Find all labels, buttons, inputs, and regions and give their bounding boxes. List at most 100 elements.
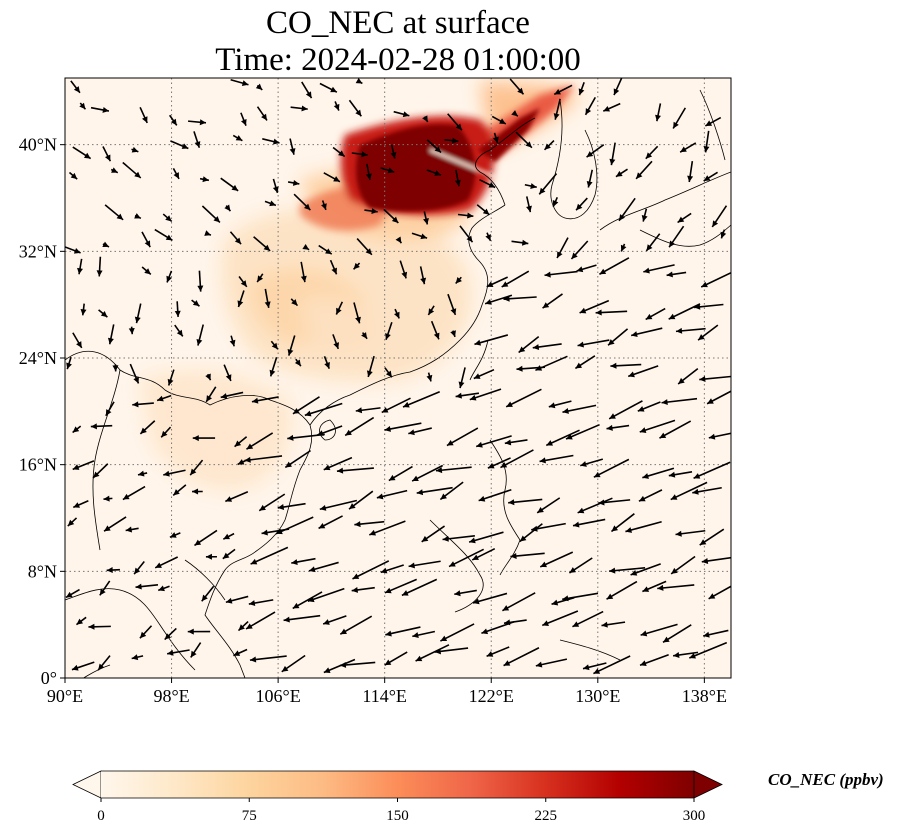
- wind-arrow: [704, 116, 722, 127]
- wind-arrow: [380, 167, 395, 174]
- wind-arrow: [253, 236, 271, 252]
- wind-arrow: [609, 142, 616, 166]
- wind-arrow: [411, 232, 428, 240]
- wind-arrow: [163, 469, 186, 477]
- wind-arrow: [447, 293, 457, 316]
- wind-arrow: [160, 426, 172, 438]
- wind-arrow: [106, 567, 120, 574]
- wind-arrow: [697, 324, 719, 341]
- wind-arrow: [579, 299, 610, 314]
- wind-arrow: [491, 115, 507, 125]
- wind-arrow: [187, 628, 211, 635]
- wind-arrow: [238, 276, 248, 288]
- wind-arrow: [471, 547, 496, 561]
- wind-arrow: [423, 211, 429, 225]
- wind-arrow: [474, 334, 509, 346]
- wind-arrow: [553, 84, 573, 96]
- wind-arrow: [478, 488, 512, 502]
- wind-arrow: [486, 276, 508, 288]
- wind-arrow: [416, 486, 453, 496]
- wind-arrow: [188, 119, 207, 126]
- wind-arrow: [602, 102, 621, 112]
- wind-arrow: [193, 131, 201, 149]
- wind-arrow: [606, 580, 638, 600]
- wind-arrow: [174, 324, 184, 337]
- wind-arrow: [190, 642, 202, 658]
- wind-arrow: [164, 627, 177, 641]
- wind-arrow: [485, 232, 492, 242]
- wind-arrow: [675, 529, 706, 537]
- wind-arrow: [446, 427, 479, 447]
- wind-arrow: [139, 625, 153, 639]
- wind-arrow: [493, 132, 499, 144]
- wind-arrow: [192, 435, 216, 442]
- wind-arrow: [388, 465, 413, 482]
- wind-arrow: [675, 327, 706, 334]
- wind-arrow: [574, 355, 596, 370]
- wind-arrow: [224, 204, 232, 212]
- wind-arrow: [609, 567, 646, 574]
- wind-arrow: [323, 172, 341, 183]
- map-frame: [64, 77, 732, 679]
- wind-arrow: [333, 101, 340, 111]
- wind-arrow: [225, 490, 249, 503]
- wind-arrow: [205, 553, 217, 560]
- wind-arrow: [454, 589, 477, 597]
- wind-arrow: [201, 205, 221, 224]
- wind-arrow: [290, 105, 308, 112]
- wind-arrow: [570, 240, 589, 260]
- lon-tick-label: 98°E: [153, 686, 189, 706]
- wind-arrow: [645, 145, 659, 160]
- wind-arrow: [593, 655, 631, 675]
- wind-arrow: [169, 532, 181, 539]
- wind-arrow: [139, 420, 156, 435]
- wind-arrow: [381, 397, 411, 414]
- wind-arrow: [354, 520, 385, 528]
- lat-axis: 0° 8°N 16°N 24°N 32°N 40°N: [19, 135, 65, 688]
- wind-arrow: [281, 654, 306, 673]
- wind-arrow: [435, 466, 472, 474]
- wind-arrow: [503, 295, 537, 302]
- wind-arrow: [166, 270, 173, 283]
- wind-arrow: [139, 107, 148, 124]
- wind-arrow: [419, 266, 427, 285]
- wind-arrow: [272, 178, 279, 194]
- wind-arrow: [525, 196, 532, 213]
- wind-arrow: [205, 373, 212, 381]
- wind-arrow: [287, 179, 300, 186]
- wind-arrow: [457, 212, 474, 219]
- wind-arrow: [356, 238, 373, 256]
- lon-tick-label: 138°E: [682, 686, 727, 706]
- wind-arrow: [225, 595, 249, 604]
- wind-arrow: [222, 548, 236, 560]
- wind-vectors: [65, 78, 731, 675]
- wind-arrow: [551, 596, 575, 606]
- wind-arrow: [421, 525, 445, 543]
- colorbar-tick-label: 75: [242, 808, 257, 824]
- map-gridlines: [65, 78, 731, 678]
- wind-arrow: [66, 356, 72, 370]
- wind-arrow: [304, 402, 343, 417]
- wind-arrow: [552, 196, 559, 208]
- colorbar-label: CO_NEC (ppbv): [768, 770, 884, 789]
- wind-arrow: [661, 397, 698, 406]
- wind-arrow: [284, 449, 311, 469]
- wind-arrow: [191, 299, 200, 307]
- wind-arrow: [502, 592, 536, 612]
- wind-arrow: [578, 82, 585, 96]
- wind-arrow: [576, 264, 597, 273]
- wind-arrow: [172, 168, 180, 180]
- wind-arrow: [613, 78, 623, 96]
- wind-arrow: [673, 651, 699, 658]
- wind-arrow: [444, 137, 459, 144]
- wind-arrow: [455, 392, 480, 399]
- wind-arrow: [479, 178, 496, 189]
- wind-arrow: [321, 200, 327, 211]
- wind-arrow: [468, 531, 504, 544]
- wind-arrow: [577, 497, 613, 514]
- wind-arrow: [484, 294, 513, 305]
- wind-arrow: [72, 460, 95, 471]
- wind-arrow: [635, 160, 653, 180]
- wind-arrow: [541, 610, 579, 627]
- wind-arrow: [205, 386, 217, 403]
